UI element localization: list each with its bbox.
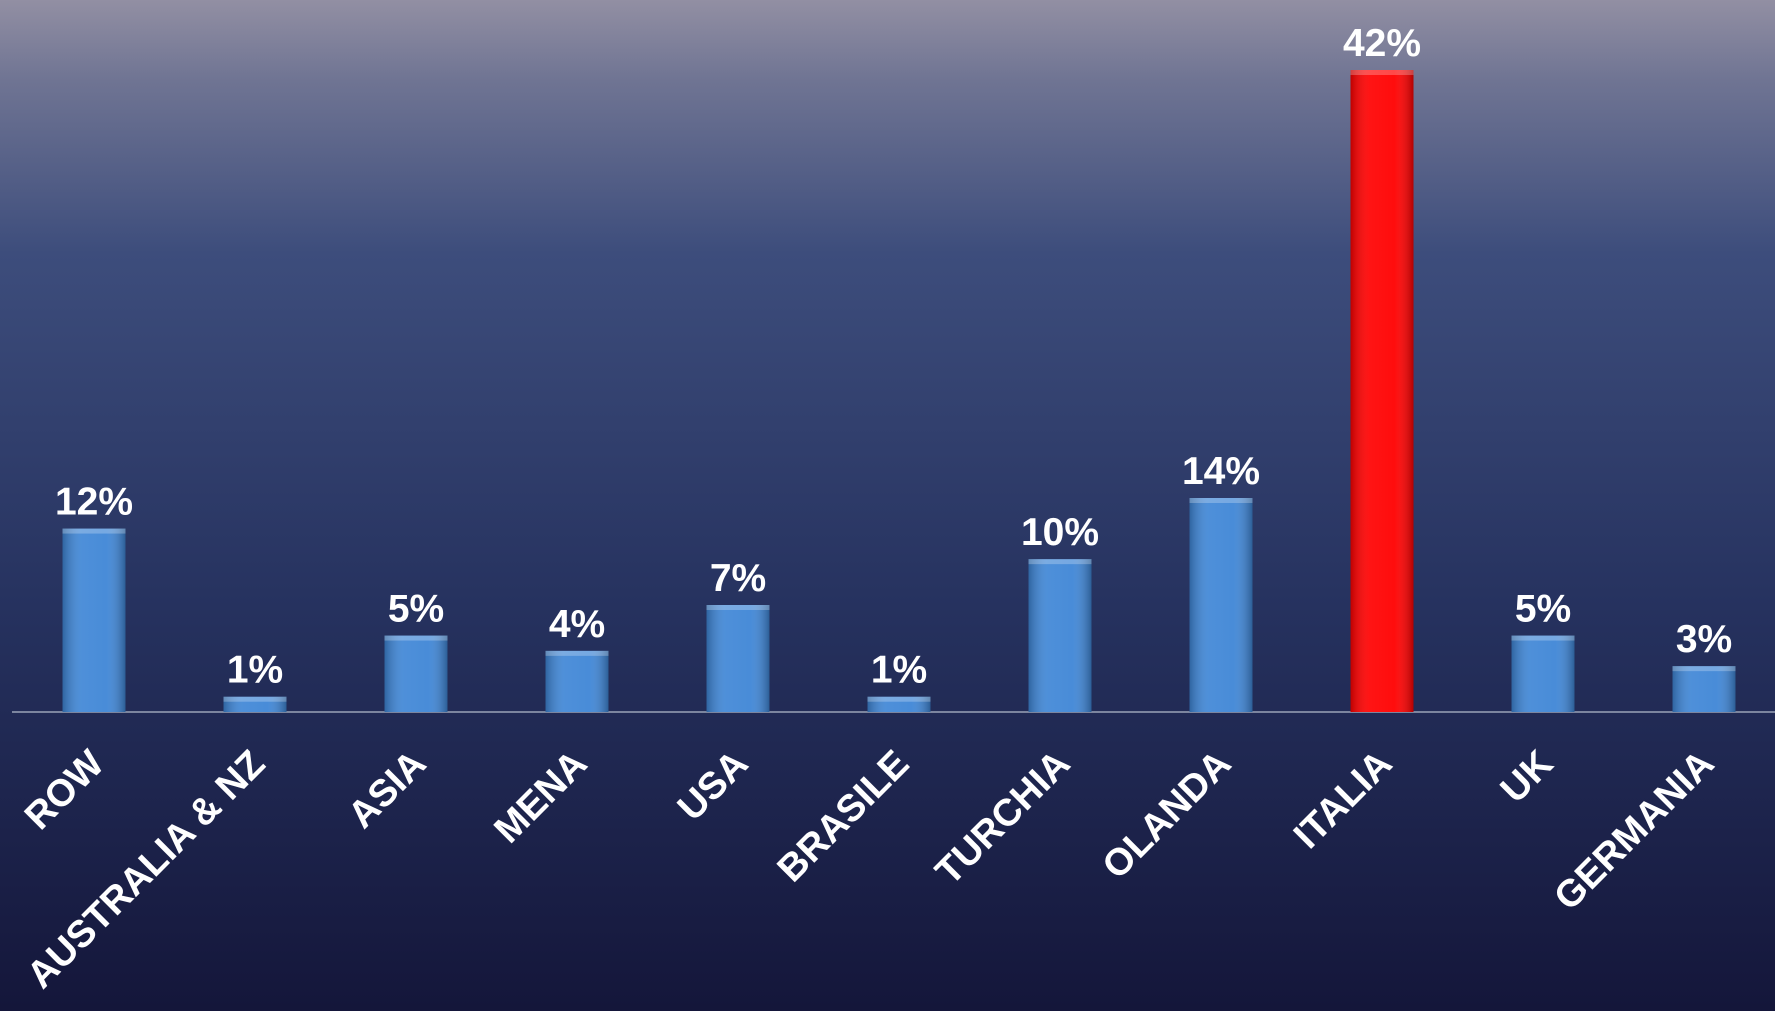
bar-shade <box>1189 498 1253 712</box>
value-label: 3% <box>1676 618 1732 661</box>
bar-shade <box>867 696 931 712</box>
bar-shade <box>706 605 770 712</box>
bar-cap <box>1350 70 1414 75</box>
value-label: 1% <box>227 649 283 692</box>
bar-cap <box>867 696 931 702</box>
bar-shade <box>1028 559 1092 712</box>
bar-cap <box>62 528 126 534</box>
bar-cap <box>223 696 287 702</box>
bar-shade <box>1511 635 1575 712</box>
bar-shade <box>223 696 287 712</box>
value-label: 7% <box>710 557 766 600</box>
bar-cap <box>384 635 448 641</box>
value-label: 5% <box>388 588 444 631</box>
value-label: 14% <box>1182 450 1260 493</box>
value-label: 4% <box>549 603 605 646</box>
bar-cap <box>706 605 770 610</box>
bar-shade <box>1672 666 1736 712</box>
bar-cap <box>1672 666 1736 672</box>
value-label: 10% <box>1021 511 1099 554</box>
value-label: 42% <box>1343 22 1421 65</box>
value-label: 1% <box>871 649 927 692</box>
bar-shade <box>1350 70 1414 712</box>
value-label: 12% <box>55 481 133 524</box>
value-label: 5% <box>1515 588 1571 631</box>
bar-cap <box>1189 498 1253 503</box>
bar-cap <box>1511 635 1575 641</box>
bar-cap <box>1028 559 1092 565</box>
bar-shade <box>384 635 448 712</box>
bar-cap <box>545 650 609 656</box>
bar-shade <box>545 650 609 712</box>
bar-shade <box>62 528 126 712</box>
